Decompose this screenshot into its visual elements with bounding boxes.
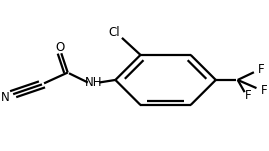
Text: N: N xyxy=(1,91,10,104)
Text: F: F xyxy=(258,63,265,76)
Text: O: O xyxy=(55,41,65,54)
Text: F: F xyxy=(245,89,251,102)
Text: NH: NH xyxy=(85,76,102,89)
Text: Cl: Cl xyxy=(108,26,120,39)
Text: F: F xyxy=(261,84,267,97)
